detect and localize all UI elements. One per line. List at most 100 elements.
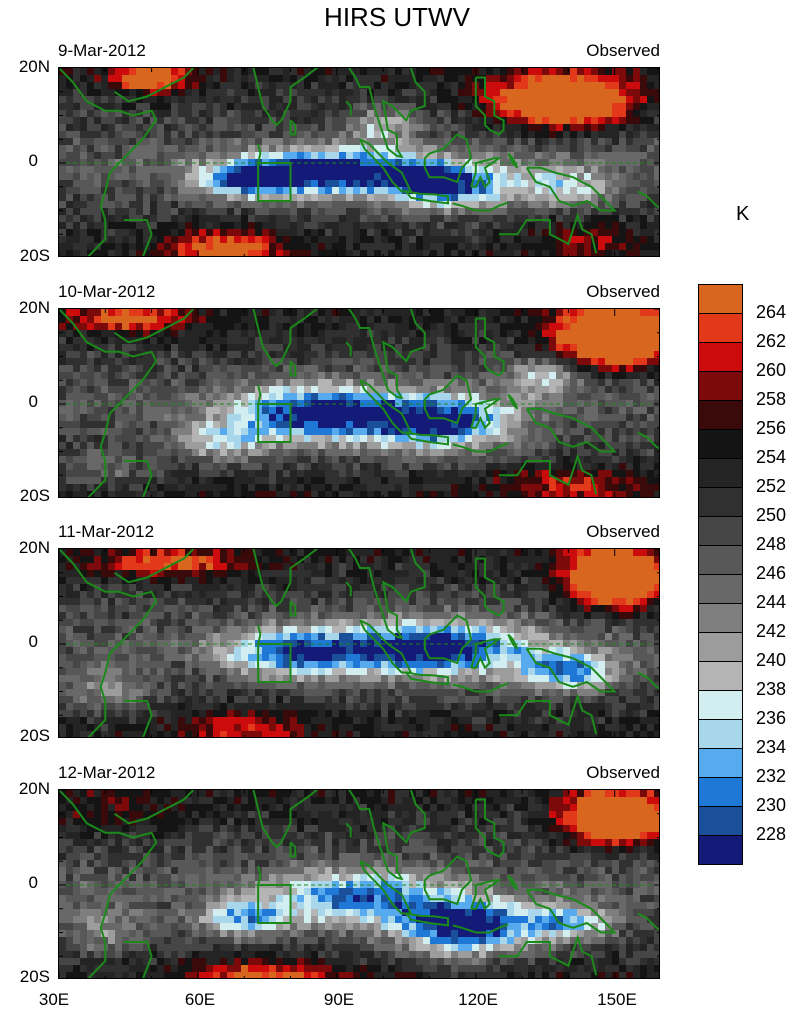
coastline [423,614,473,665]
panel-1-tag: Observed [586,41,660,60]
colorbar-swatch [698,342,743,372]
coastline [452,682,509,693]
coastline [525,647,618,693]
panel-2-map [58,308,660,498]
coastline [507,152,519,169]
coastline [637,190,659,209]
coastline [423,133,473,184]
coastline [470,157,503,189]
colorbar-swatch [698,748,743,778]
colorbar-label: 254 [756,447,787,467]
coastline [257,624,262,645]
coastline [498,693,598,735]
coastline [507,874,519,891]
coastline [123,700,153,737]
colorbar-unit-label: K [736,203,750,225]
coastline [405,912,449,927]
panel-1-ylabel-eq: 0 [28,151,38,170]
coastline [498,934,598,976]
panel-4-date: 12-Mar-2012 [58,763,156,782]
coastline [59,309,158,497]
coastline [257,384,262,405]
coastline [348,309,426,400]
xlabel-150e: 150E [597,990,637,1009]
colorbar-label: 232 [756,766,787,786]
coastline [59,68,158,256]
study-region-box [257,643,292,683]
coastline [348,549,426,640]
coastline [637,431,659,450]
coastline [289,841,297,858]
colorbar-swatch [698,545,743,575]
coastline [257,143,262,164]
panel-4-map [58,789,660,979]
coastline [114,309,195,344]
figure-title: HIRS UTWV [324,2,470,32]
panel-map-svg [59,68,659,256]
coastline [507,393,519,410]
coastline [474,76,505,136]
colorbar-label: 258 [756,389,787,409]
panel-1-map [58,67,660,257]
coastline [289,600,297,617]
coastline [474,798,505,858]
coastline [348,68,426,159]
panel-3-map [58,548,660,738]
study-region-box [257,884,292,924]
colorbar-label: 250 [756,505,787,525]
colorbar-label: 248 [756,534,787,554]
coastline [289,119,297,136]
study-region-box [257,403,292,443]
panel-3-tag: Observed [586,522,660,541]
utwv-field [59,790,659,978]
coastline [525,407,618,453]
coastline [474,557,505,617]
coastline [405,431,449,446]
colorbar-label: 240 [756,650,787,670]
coastline [423,374,473,425]
coastline [345,341,352,357]
colorbar-label: 264 [756,302,787,322]
coastline [123,460,153,497]
coastline [405,671,449,686]
panel-4-ylabel-eq: 0 [28,873,38,892]
axis-ticks [59,68,659,256]
colorbar-swatch [698,603,743,633]
coastline [251,68,319,127]
coastline [123,941,153,978]
colorbar-swatch [698,429,743,459]
colorbar-label: 246 [756,563,787,583]
colorbar-swatch [698,313,743,343]
panel-map-svg [59,549,659,737]
coastline [525,888,618,934]
panel-4-ylabel-20s: 20S [19,967,50,986]
coastline [507,633,519,650]
panel-1-date: 9-Mar-2012 [58,41,146,60]
colorbar-swatch [698,661,743,691]
panel-4-ylabel-20n: 20N [18,779,50,798]
panel-2-ylabel-eq: 0 [28,392,38,411]
colorbar-label: 236 [756,708,787,728]
coastline [59,549,158,737]
coastline [114,790,195,825]
colorbar-swatch [698,487,743,517]
coastline [405,190,449,205]
coastline [637,912,659,931]
colorbar-label: 252 [756,476,787,496]
study-region-box [257,162,292,202]
coastline [470,638,503,670]
coastline [498,453,598,495]
colorbar-swatch [698,806,743,836]
coastline [123,219,153,256]
colorbar-swatch [698,371,743,401]
xlabel-120e: 120E [458,990,498,1009]
colorbar-swatch [698,574,743,604]
colorbar-swatch [698,777,743,807]
axis-ticks [59,790,659,978]
panel-map-svg [59,790,659,978]
utwv-field [59,549,659,737]
coastline [525,166,618,212]
coastline [59,790,158,978]
colorbar-label: 260 [756,360,787,380]
coastline [251,790,319,849]
